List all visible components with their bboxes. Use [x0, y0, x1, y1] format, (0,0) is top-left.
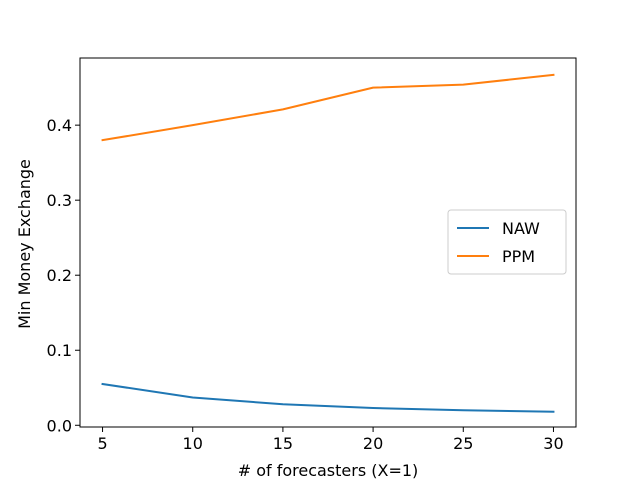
y-tick-label: 0.1 [47, 341, 72, 360]
y-tick-label: 0.2 [47, 266, 72, 285]
x-tick-label: 15 [273, 434, 293, 453]
series-line-naw [101, 382, 555, 413]
y-axis-label: Min Money Exchange [15, 159, 34, 329]
x-tick-label: 30 [543, 434, 563, 453]
legend: NAW PPM [447, 209, 567, 275]
axes-frame [79, 57, 577, 428]
x-tick-label: 20 [363, 434, 383, 453]
y-tick-label: 0.3 [47, 191, 72, 210]
legend-box [447, 209, 567, 275]
x-tick-label: 10 [183, 434, 203, 453]
legend-label-ppm: PPM [502, 247, 535, 266]
y-tick-label: 0.4 [47, 116, 72, 135]
x-tick-label: 5 [97, 434, 107, 453]
x-tick-label: 25 [453, 434, 473, 453]
legend-label-naw: NAW [502, 219, 540, 238]
x-axis-label: # of forecasters (X=1) [238, 461, 419, 480]
series-line-ppm [101, 73, 555, 142]
plot-area: 5 10 15 20 25 30 0.0 0.1 0.2 0.3 0.4 NAW PPM [47, 57, 577, 453]
y-tick-label: 0.0 [47, 416, 72, 435]
